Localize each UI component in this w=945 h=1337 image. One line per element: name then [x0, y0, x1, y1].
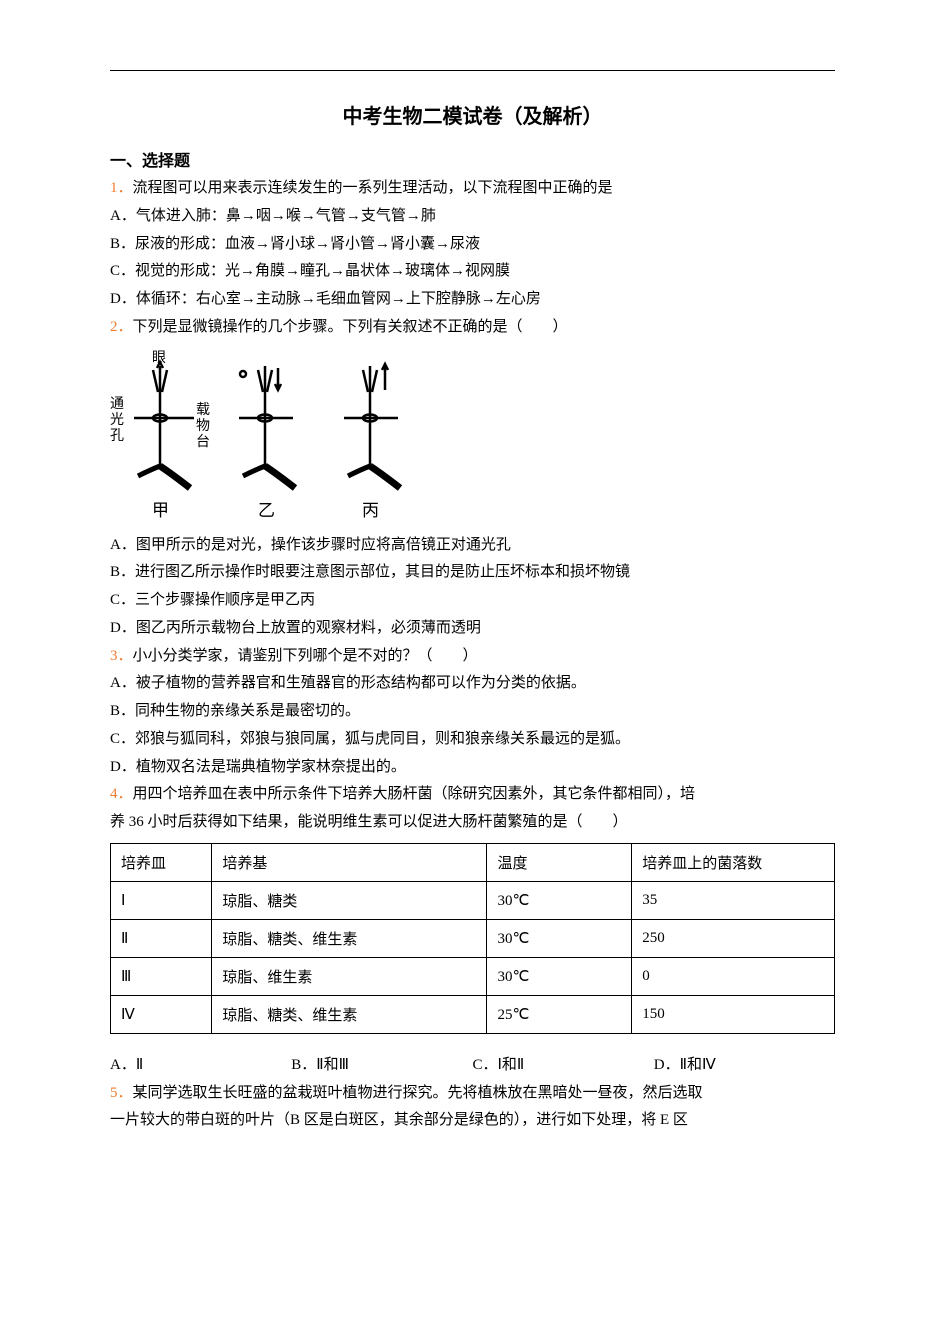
q4-stem1-text: 用四个培养皿在表中所示条件下培养大肠杆菌（除研究因素外，其它条件都相同），培: [133, 786, 696, 802]
table-row: Ⅰ 琼脂、糖类 30℃ 35: [111, 881, 835, 919]
q5-stem-line1: 5．某同学选取生长旺盛的盆栽斑叶植物进行探究。先将植株放在黑暗处一昼夜，然后选取: [110, 1080, 835, 1108]
col-count: 培养皿上的菌落数: [632, 843, 835, 881]
fig-label-right2: 物: [196, 418, 210, 434]
cell: 0: [632, 957, 835, 995]
cell: 30℃: [487, 919, 632, 957]
fig-caption-bing: 丙: [362, 501, 379, 520]
q2-stem: 2．下列是显微镜操作的几个步骤。下列有关叙述不正确的是（ ）: [110, 314, 835, 342]
table-header-row: 培养皿 培养基 温度 培养皿上的菌落数: [111, 843, 835, 881]
cell: Ⅱ: [111, 919, 212, 957]
q3-opt-b: B．同种生物的亲缘关系是最密切的。: [110, 698, 835, 726]
q2-stem-text: 下列是显微镜操作的几个步骤。下列有关叙述不正确的是（ ）: [133, 319, 568, 335]
q3-stem-text: 小小分类学家，请鉴别下列哪个是不对的？（ ）: [133, 648, 478, 664]
q3-opt-c: C．郊狼与狐同科，郊狼与狼同属，狐与虎同目，则和狼亲缘关系最远的是狐。: [110, 726, 835, 754]
q4-opt-c: C．Ⅰ和Ⅱ: [473, 1052, 654, 1080]
q1-stem-text: 流程图可以用来表示连续发生的一系列生理活动，以下流程图中正确的是: [133, 180, 613, 196]
q4-opt-d: D．Ⅱ和Ⅳ: [654, 1052, 835, 1080]
table-row: Ⅲ 琼脂、维生素 30℃ 0: [111, 957, 835, 995]
cell: 琼脂、糖类: [212, 881, 487, 919]
fig-label-left2: 光: [110, 412, 124, 428]
q2-num: 2．: [110, 319, 133, 335]
fig-label-left3: 孔: [110, 428, 124, 444]
top-rule: [110, 70, 835, 71]
q4-options: A．Ⅱ B．Ⅱ和Ⅲ C．Ⅰ和Ⅱ D．Ⅱ和Ⅳ: [110, 1052, 835, 1080]
q2-figure: 眼 通 光 孔 载 物 台: [110, 348, 835, 528]
fig-label-right1: 载: [196, 402, 210, 418]
col-medium: 培养基: [212, 843, 487, 881]
col-temp: 温度: [487, 843, 632, 881]
table-row: Ⅱ 琼脂、糖类、维生素 30℃ 250: [111, 919, 835, 957]
section-heading: 一、选择题: [110, 147, 835, 171]
page-title: 中考生物二模试卷（及解析）: [110, 100, 835, 129]
fig-caption-yi: 乙: [258, 501, 275, 520]
q4-opt-b: B．Ⅱ和Ⅲ: [291, 1052, 472, 1080]
q4-stem-line1: 4．用四个培养皿在表中所示条件下培养大肠杆菌（除研究因素外，其它条件都相同），培: [110, 781, 835, 809]
q4-table: 培养皿 培养基 温度 培养皿上的菌落数 Ⅰ 琼脂、糖类 30℃ 35 Ⅱ 琼脂、…: [110, 843, 835, 1034]
cell: Ⅰ: [111, 881, 212, 919]
q1-stem: 1．流程图可以用来表示连续发生的一系列生理活动，以下流程图中正确的是: [110, 175, 835, 203]
q3-num: 3．: [110, 648, 133, 664]
q1-opt-d: D．体循环：右心室→主动脉→毛细血管网→上下腔静脉→左心房: [110, 286, 835, 314]
col-dish: 培养皿: [111, 843, 212, 881]
q3-stem: 3．小小分类学家，请鉴别下列哪个是不对的？（ ）: [110, 643, 835, 671]
q3-opt-d: D．植物双名法是瑞典植物学家林奈提出的。: [110, 754, 835, 782]
q4-stem-line2: 养 36 小时后获得如下结果，能说明维生素可以促进大肠杆菌繁殖的是（ ）: [110, 809, 835, 837]
q1-opt-a: A．气体进入肺：鼻→咽→喉→气管→支气管→肺: [110, 203, 835, 231]
cell: 30℃: [487, 881, 632, 919]
q5-stem1-text: 某同学选取生长旺盛的盆栽斑叶植物进行探究。先将植株放在黑暗处一昼夜，然后选取: [133, 1085, 703, 1101]
q4-opt-a: A．Ⅱ: [110, 1052, 291, 1080]
cell: 150: [632, 995, 835, 1033]
cell: 25℃: [487, 995, 632, 1033]
fig-label-right3: 台: [196, 434, 210, 450]
q3-opt-a: A．被子植物的营养器官和生殖器官的形态结构都可以作为分类的依据。: [110, 670, 835, 698]
q1-num: 1．: [110, 180, 133, 196]
cell: 35: [632, 881, 835, 919]
cell: 琼脂、糖类、维生素: [212, 919, 487, 957]
q5-stem-line2: 一片较大的带白斑的叶片（B 区是白斑区，其余部分是绿色的），进行如下处理，将 E…: [110, 1107, 835, 1135]
q1-opt-b: B．尿液的形成：血液→肾小球→肾小管→肾小囊→尿液: [110, 231, 835, 259]
microscope-icon-yi: [239, 366, 295, 488]
table-row: Ⅳ 琼脂、糖类、维生素 25℃ 150: [111, 995, 835, 1033]
cell: 琼脂、维生素: [212, 957, 487, 995]
cell: 30℃: [487, 957, 632, 995]
q5-num: 5．: [110, 1085, 133, 1101]
q4-num: 4．: [110, 786, 133, 802]
q2-opt-a: A．图甲所示的是对光，操作该步骤时应将高倍镜正对通光孔: [110, 532, 835, 560]
microscope-icon-bing: [344, 364, 400, 488]
fig-label-left1: 通: [110, 396, 124, 412]
fig-caption-jia: 甲: [152, 501, 169, 520]
cell: 琼脂、糖类、维生素: [212, 995, 487, 1033]
microscope-icon-jia: [134, 362, 194, 488]
cell: 250: [632, 919, 835, 957]
cell: Ⅲ: [111, 957, 212, 995]
cell: Ⅳ: [111, 995, 212, 1033]
q2-opt-d: D．图乙丙所示载物台上放置的观察材料，必须薄而透明: [110, 615, 835, 643]
q2-opt-b: B．进行图乙所示操作时眼要注意图示部位，其目的是防止压坏标本和损坏物镜: [110, 559, 835, 587]
q1-opt-c: C．视觉的形成：光→角膜→瞳孔→晶状体→玻璃体→视网膜: [110, 258, 835, 286]
q2-opt-c: C．三个步骤操作顺序是甲乙丙: [110, 587, 835, 615]
